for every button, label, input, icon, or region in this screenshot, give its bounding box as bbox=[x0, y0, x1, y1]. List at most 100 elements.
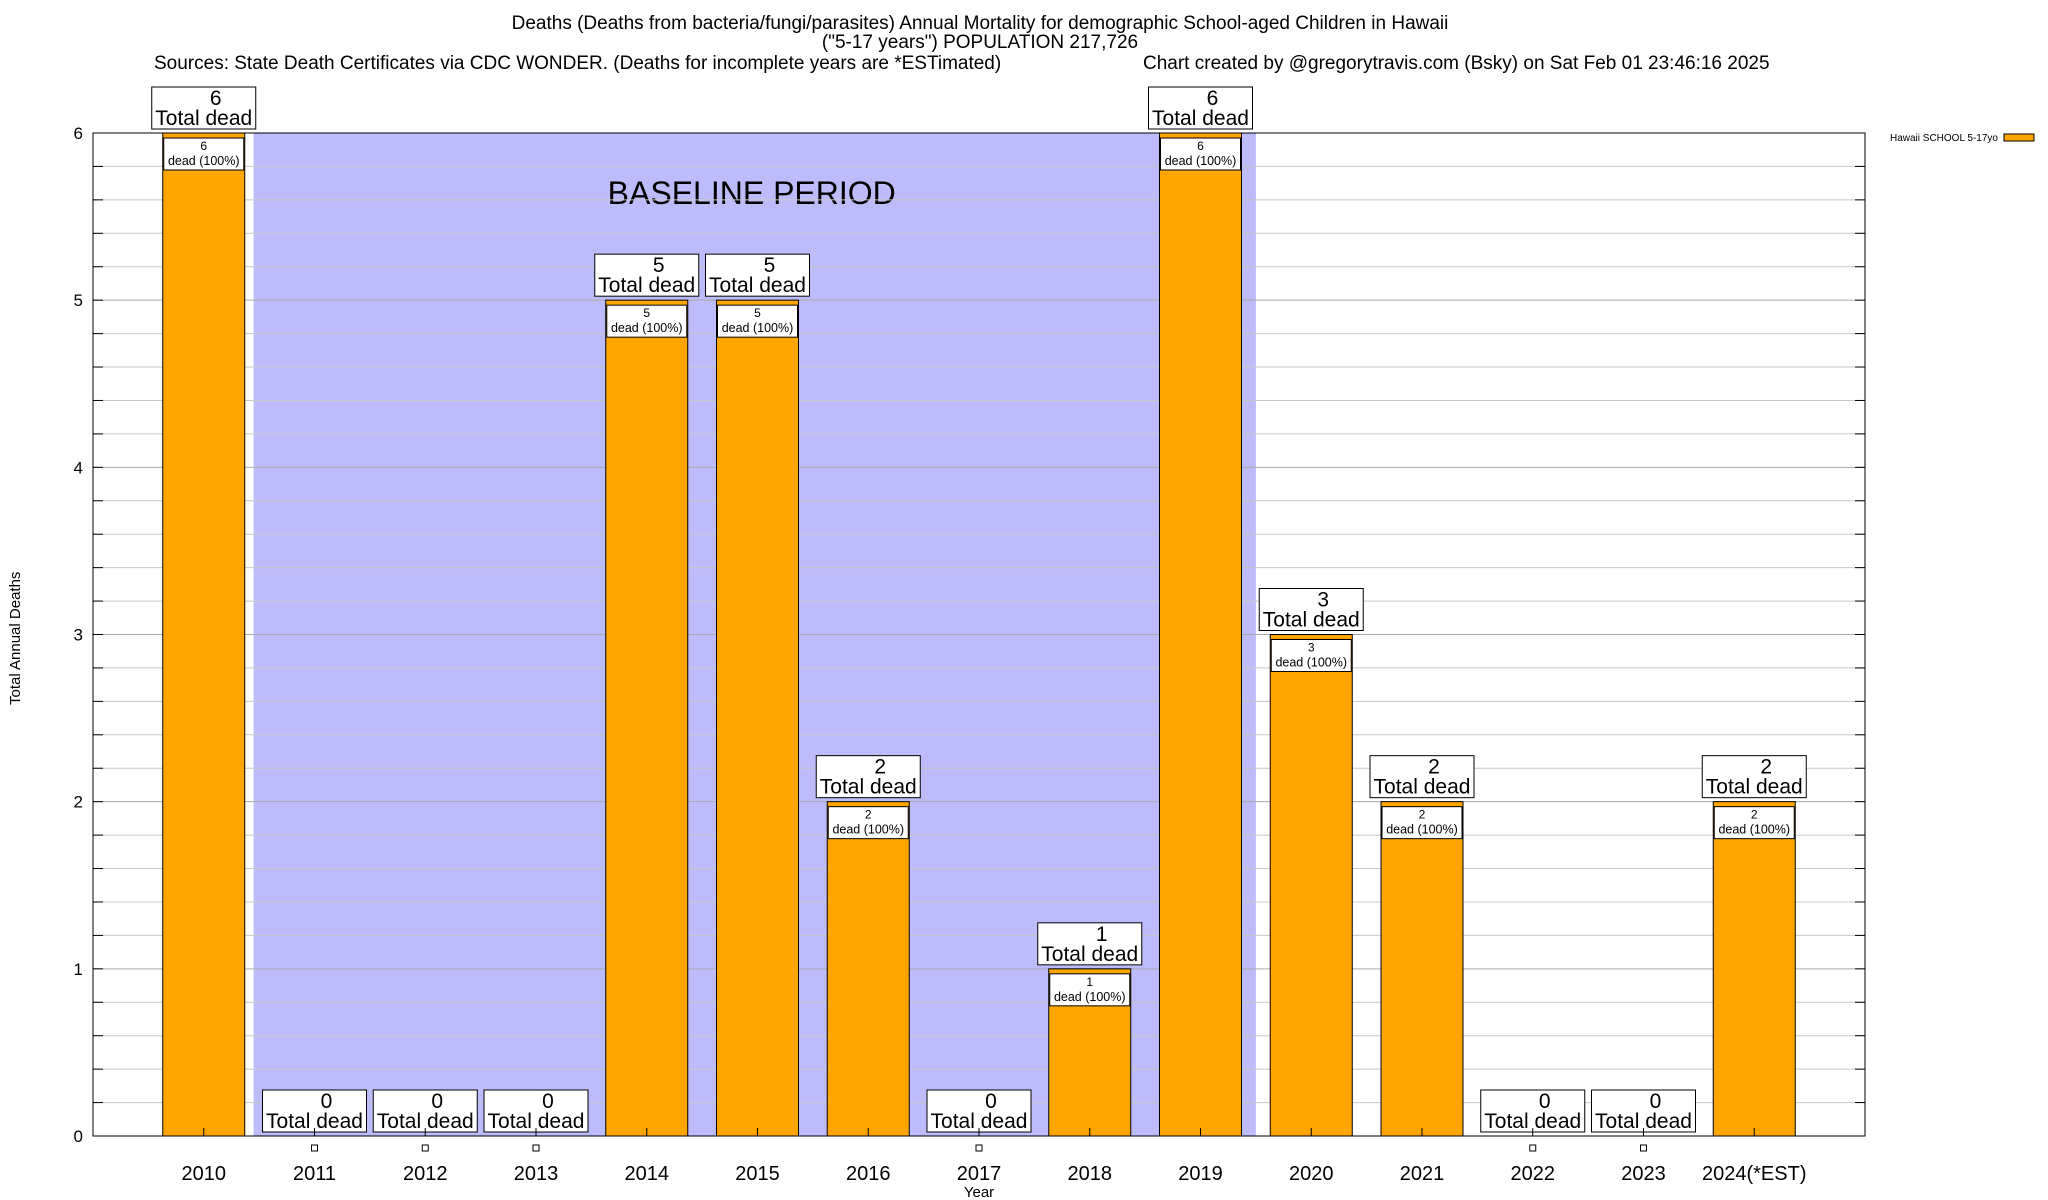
x-tick-label: 2011 bbox=[293, 1163, 336, 1185]
zero-marker-2017 bbox=[975, 1144, 983, 1152]
bars-layer bbox=[162, 132, 1796, 1152]
total-value-label: 6 bbox=[1207, 87, 1219, 110]
bar-percent-label: dead (100%) bbox=[1165, 154, 1237, 168]
total-value-label: 0 bbox=[985, 1090, 997, 1113]
x-tick-label: 2015 bbox=[735, 1163, 780, 1185]
bar-2024(*EST) bbox=[1712, 801, 1796, 1137]
total-dead-label: Total dead bbox=[1374, 776, 1471, 799]
bar-value-label: 3 bbox=[1308, 641, 1315, 655]
total-dead-label: Total dead bbox=[488, 1110, 585, 1133]
total-value-label: 3 bbox=[1317, 589, 1329, 612]
total-box bbox=[1037, 922, 1143, 966]
x-tick-label: 2014 bbox=[625, 1163, 670, 1185]
x-tick-label: 2022 bbox=[1511, 1163, 1556, 1185]
total-box bbox=[1369, 755, 1475, 799]
bar-value-label: 5 bbox=[754, 306, 761, 320]
total-box bbox=[594, 253, 700, 297]
y-tick-label: 6 bbox=[74, 124, 83, 143]
bar-2015 bbox=[716, 299, 799, 1137]
bar-value-box bbox=[1270, 639, 1352, 672]
total-dead-label: Total dead bbox=[598, 274, 695, 297]
bar-value-label: 6 bbox=[1197, 139, 1204, 153]
total-value-label: 5 bbox=[764, 254, 776, 277]
total-box bbox=[705, 253, 810, 297]
x-tick-label: 2012 bbox=[403, 1163, 448, 1185]
bar-percent-label: dead (100%) bbox=[722, 321, 794, 335]
bar-value-label: 5 bbox=[643, 306, 650, 320]
total-dead-label: Total dead bbox=[931, 1110, 1028, 1133]
total-value-label: 0 bbox=[431, 1090, 443, 1113]
x-tick-label: 2019 bbox=[1178, 1163, 1223, 1185]
x-tick-label: 2018 bbox=[1068, 1163, 1113, 1185]
bar-percent-label: dead (100%) bbox=[611, 321, 683, 335]
total-value-label: 5 bbox=[653, 254, 665, 277]
bar-percent-label: dead (100%) bbox=[1275, 656, 1347, 670]
x-axis-label: Year bbox=[964, 1184, 994, 1200]
bar-2020 bbox=[1269, 634, 1353, 1137]
bar-2014 bbox=[605, 299, 689, 1137]
bar-value-label: 2 bbox=[865, 808, 872, 822]
bar-percent-label: dead (100%) bbox=[168, 154, 240, 168]
total-box bbox=[1701, 755, 1807, 799]
legend: Hawaii SCHOOL 5-17yo bbox=[1890, 133, 2035, 144]
total-dead-label: Total dead bbox=[1706, 776, 1803, 799]
total-box bbox=[1591, 1089, 1696, 1133]
total-value-label: 2 bbox=[1428, 756, 1440, 779]
total-value-label: 0 bbox=[321, 1090, 333, 1113]
total-dead-label: Total dead bbox=[155, 107, 252, 130]
y-tick-label: 0 bbox=[74, 1127, 83, 1146]
bar-value-box bbox=[606, 304, 688, 338]
x-tick-label: 2016 bbox=[846, 1163, 891, 1185]
bar-value-label: 2 bbox=[1419, 808, 1426, 822]
bar-value-box bbox=[1049, 973, 1131, 1007]
total-dead-label: Total dead bbox=[1152, 107, 1249, 130]
bar-value-box bbox=[1160, 137, 1241, 171]
bar-2016 bbox=[826, 801, 910, 1137]
total-box bbox=[483, 1089, 589, 1133]
y-tick-label: 5 bbox=[74, 291, 83, 310]
total-box bbox=[1148, 86, 1253, 130]
total-dead-label: Total dead bbox=[1263, 609, 1360, 632]
total-dead-label: Total dead bbox=[1484, 1110, 1581, 1133]
chart-title: Deaths (Deaths from bacteria/fungi/paras… bbox=[511, 13, 1449, 34]
bar-percent-label: dead (100%) bbox=[1718, 823, 1790, 837]
bar-2010 bbox=[162, 132, 246, 1137]
bar-value-box bbox=[163, 137, 245, 171]
bar-percent-label: dead (100%) bbox=[1054, 990, 1126, 1004]
total-box bbox=[372, 1089, 478, 1133]
bar-value-label: 1 bbox=[1086, 975, 1093, 989]
x-tick-label: 2010 bbox=[182, 1163, 227, 1185]
y-tick-label: 1 bbox=[74, 960, 83, 979]
bar-value-box bbox=[1713, 806, 1795, 840]
bar-value-box bbox=[717, 304, 798, 338]
x-tick-label: 2013 bbox=[514, 1163, 559, 1185]
total-box bbox=[815, 755, 921, 799]
total-value-label: 6 bbox=[210, 87, 222, 110]
x-tick-label: 2023 bbox=[1621, 1163, 1666, 1185]
total-box bbox=[1258, 588, 1364, 631]
zero-marker-2012 bbox=[421, 1144, 429, 1152]
total-value-label: 0 bbox=[542, 1090, 554, 1113]
x-tick-label: 2024(*EST) bbox=[1702, 1163, 1807, 1185]
y-tick-label: 3 bbox=[74, 626, 83, 645]
plot-border bbox=[92, 132, 1866, 1137]
total-dead-label: Total dead bbox=[266, 1110, 363, 1133]
total-dead-label: Total dead bbox=[820, 776, 917, 799]
baseline-period-label: BASELINE PERIOD bbox=[608, 175, 896, 211]
zero-marker-2011 bbox=[311, 1144, 318, 1152]
total-box bbox=[151, 86, 257, 130]
zero-marker-2023 bbox=[1640, 1144, 1647, 1152]
x-tick-label: 2021 bbox=[1400, 1163, 1445, 1185]
legend-swatch bbox=[2003, 133, 2035, 142]
total-value-label: 0 bbox=[1650, 1090, 1662, 1113]
chart-subtitle: ("5-17 years") POPULATION 217,726 bbox=[821, 32, 1139, 53]
bar-2021 bbox=[1380, 801, 1464, 1137]
total-dead-label: Total dead bbox=[1041, 943, 1138, 966]
total-value-label: 2 bbox=[874, 756, 886, 779]
bar-value-box bbox=[827, 806, 909, 840]
total-dead-label: Total dead bbox=[377, 1110, 474, 1133]
bar-2019 bbox=[1159, 132, 1242, 1137]
